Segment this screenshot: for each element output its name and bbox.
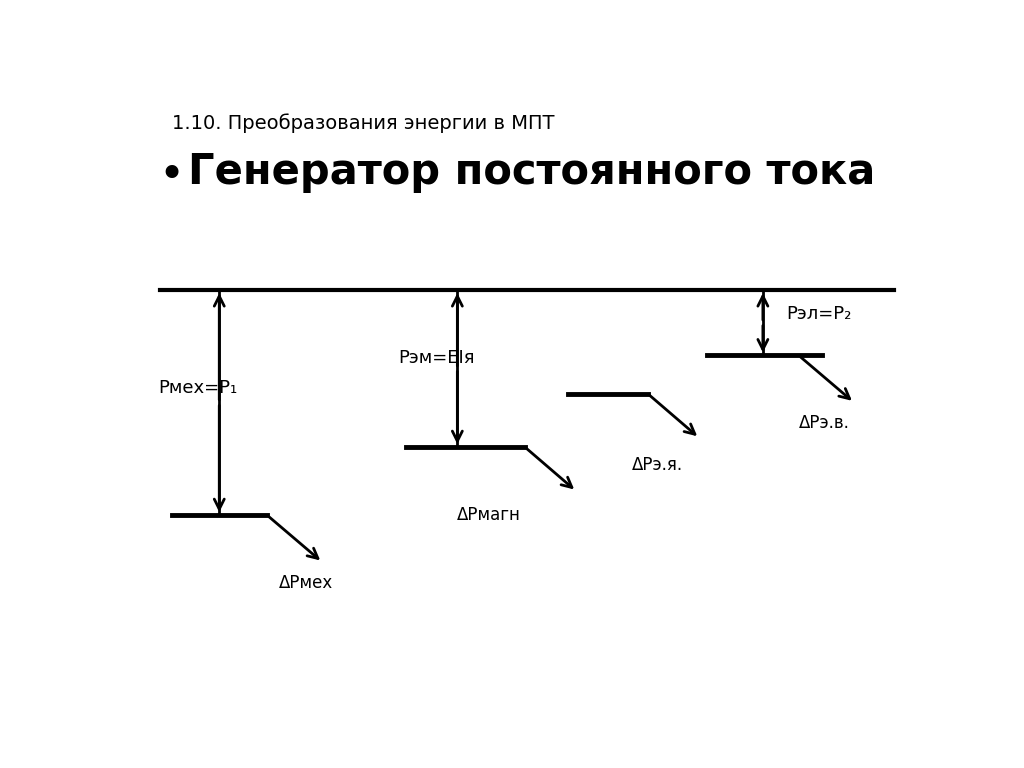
Text: •: • bbox=[158, 154, 184, 197]
Text: Рэм=EIя: Рэм=EIя bbox=[397, 349, 474, 367]
Text: Генератор постоянного тока: Генератор постоянного тока bbox=[187, 151, 874, 194]
Text: 1.10. Преобразования энергии в МПТ: 1.10. Преобразования энергии в МПТ bbox=[172, 113, 554, 133]
Text: Рмех=Р₁: Рмех=Р₁ bbox=[158, 379, 238, 397]
Text: ΔРмагн: ΔРмагн bbox=[458, 506, 521, 524]
Text: ΔРмех: ΔРмех bbox=[279, 574, 333, 592]
Text: ΔРэ.в.: ΔРэ.в. bbox=[799, 415, 850, 432]
Text: ΔРэ.я.: ΔРэ.я. bbox=[632, 456, 683, 474]
Text: Рэл=Р₂: Рэл=Р₂ bbox=[786, 305, 852, 323]
